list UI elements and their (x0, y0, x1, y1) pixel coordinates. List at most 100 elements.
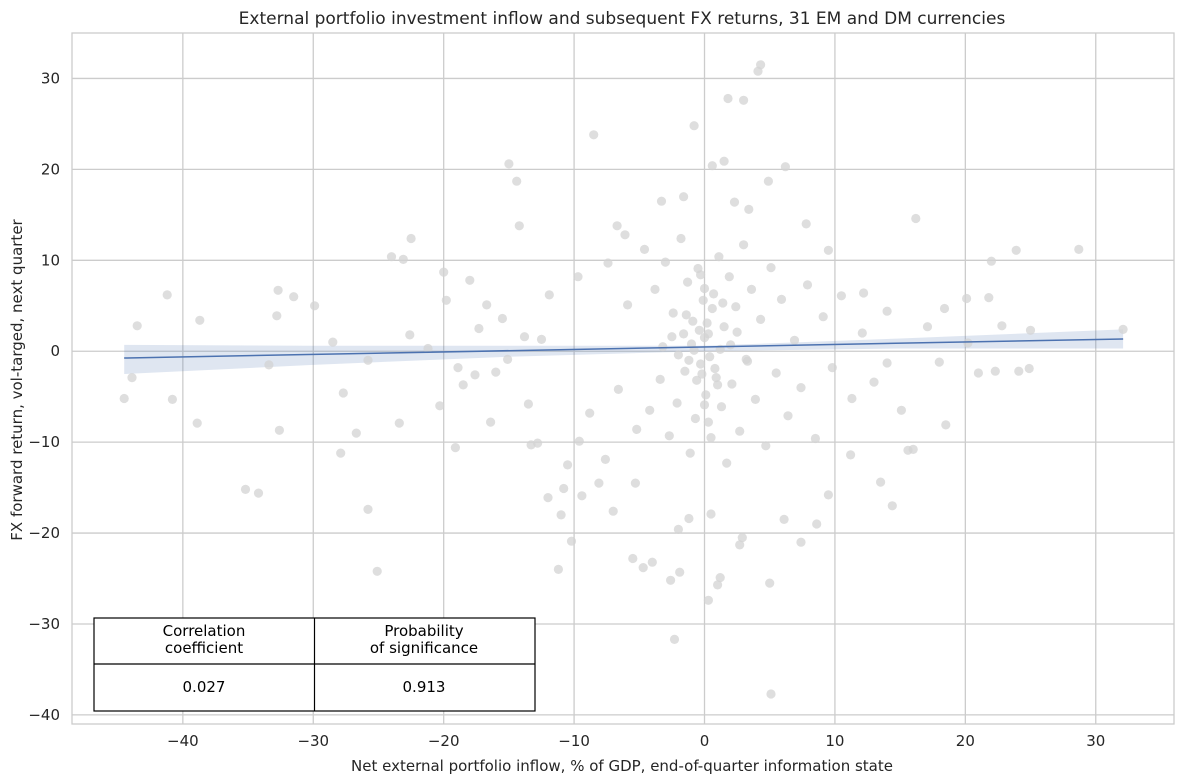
scatter-point (658, 342, 668, 352)
scatter-point (779, 514, 789, 525)
scatter-point (647, 557, 657, 567)
y-tick-label: 10 (41, 251, 60, 269)
scatter-point (574, 436, 584, 446)
scatter-point (699, 400, 710, 410)
scatter-point (703, 595, 714, 605)
y-tick-labels: −40 −30 −20 −10 0 10 20 30 (28, 69, 60, 723)
scatter-point (594, 478, 604, 488)
scatter-point (836, 291, 847, 301)
scatter-point (273, 285, 283, 295)
scatter-point (660, 257, 671, 267)
x-tick-labels: −40 −30 −20 −10 0 10 20 30 (167, 732, 1105, 750)
y-tick-label: −30 (28, 615, 60, 633)
scatter-point (846, 450, 856, 460)
scatter-point (859, 288, 869, 298)
stats-value-correlation: 0.027 (183, 678, 226, 696)
scatter-point (664, 431, 674, 441)
y-tick-label: −10 (28, 433, 60, 451)
scatter-point (941, 420, 951, 430)
scatter-point (351, 428, 361, 438)
scatter-point (692, 375, 702, 385)
scatter-point (453, 363, 463, 373)
scatter-point (676, 233, 686, 244)
scatter-point (450, 443, 460, 453)
scatter-point (612, 221, 622, 231)
scatter-point (497, 313, 507, 324)
scatter-point (911, 213, 921, 224)
scatter-point (685, 448, 695, 458)
scatter-point (119, 393, 129, 404)
regression-line (124, 338, 1124, 359)
stats-value-probability: 0.913 (403, 678, 446, 696)
scatter-point (896, 405, 907, 415)
scatter-point (523, 399, 534, 409)
scatter-point (887, 501, 897, 511)
stats-table: Correlation coefficient Probability of sig… (93, 617, 536, 712)
stats-header-line: Correlation (163, 622, 246, 640)
scatter-point (698, 295, 708, 305)
scatter-point (655, 374, 665, 384)
scatter-point (127, 373, 137, 383)
scatter-point (732, 327, 742, 337)
scatter-point (684, 355, 694, 365)
scatter-point (701, 390, 711, 400)
scatter-point (997, 321, 1007, 331)
scatter-point (406, 233, 416, 244)
scatter-point (289, 292, 299, 302)
scatter-point (711, 373, 721, 383)
scatter-point (744, 204, 754, 214)
confidence-band (124, 329, 1124, 374)
scatter-point (688, 316, 698, 326)
scatter-point (694, 325, 704, 335)
scatter-point (372, 566, 382, 576)
scatter-point (668, 308, 678, 318)
scatter-point (705, 352, 715, 362)
scatter-point (632, 424, 642, 434)
scatter-point (690, 413, 701, 424)
scatter-point (986, 256, 997, 266)
scatter-point (973, 368, 984, 378)
chart-title: External portfolio investment inflow and… (239, 9, 1006, 29)
scatter-point (818, 312, 828, 322)
x-tick-label: 30 (1086, 732, 1105, 750)
scatter-point (715, 573, 725, 583)
y-tick-label: 30 (41, 69, 60, 87)
scatter-point (405, 330, 415, 340)
scatter-point (823, 245, 834, 255)
y-tick-label: −20 (28, 524, 60, 542)
scatter-point (783, 411, 793, 421)
scatter-point (638, 563, 648, 573)
scatter-point (780, 162, 791, 172)
scatter-point (556, 510, 566, 520)
scatter-point (566, 536, 577, 546)
scatter-point (423, 343, 433, 354)
scatter-point (776, 294, 787, 304)
scatter-point (673, 350, 684, 360)
scatter-point (559, 483, 569, 494)
scatter-point (719, 156, 729, 166)
scatter-point (338, 388, 348, 398)
scatter-point (650, 284, 660, 294)
scatter-point (802, 280, 813, 290)
y-tick-label: 0 (50, 342, 60, 360)
scatter-point (697, 369, 707, 379)
scatter-point (713, 580, 723, 590)
scatter-point (699, 283, 710, 294)
scatter-point (328, 337, 338, 347)
scatter-point (274, 425, 284, 435)
scatter-point (628, 553, 638, 564)
scatter-point (681, 310, 691, 320)
scatter-point (666, 575, 676, 585)
scatter-point (336, 448, 346, 458)
stats-header-line: of significance (370, 639, 478, 657)
scatter-point (684, 513, 694, 524)
scatter-point (441, 295, 451, 305)
scatter-point (679, 192, 689, 202)
scatter-point (726, 340, 736, 350)
scatter-point (608, 506, 618, 516)
scatter-point (394, 418, 404, 428)
scatter-point (482, 300, 492, 310)
scatter-point (504, 159, 514, 169)
scatter-point (922, 322, 933, 332)
scatter-point (723, 93, 733, 104)
